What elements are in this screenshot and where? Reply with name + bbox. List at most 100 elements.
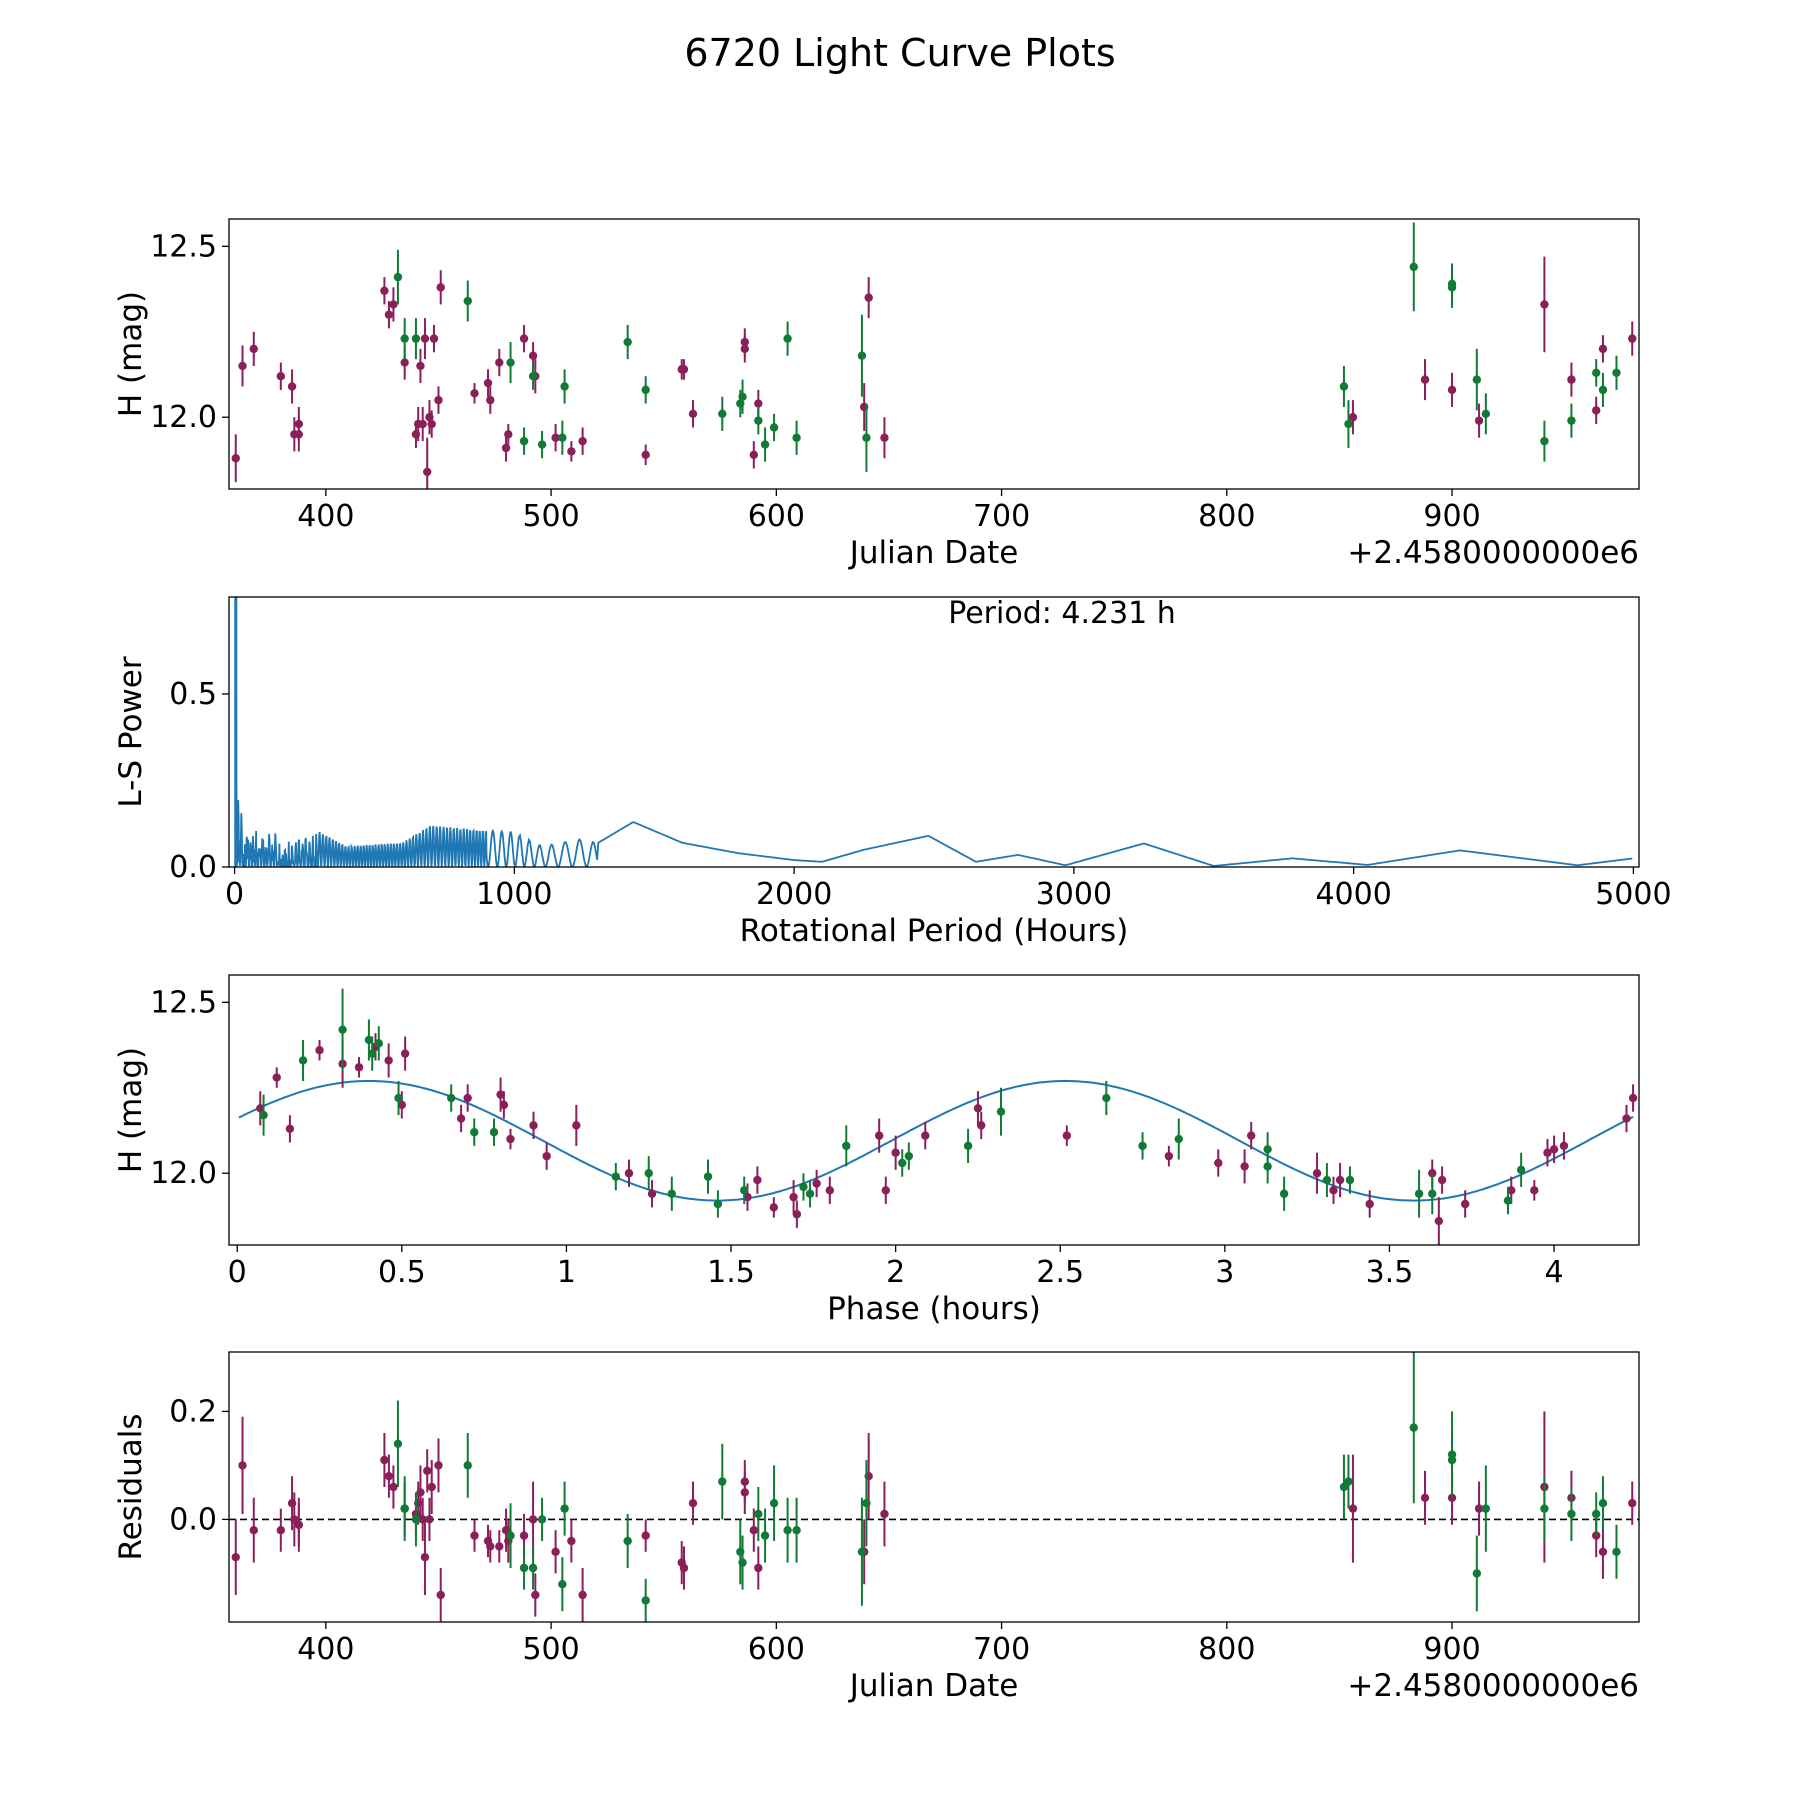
phased-plot-area — [238, 988, 1638, 1245]
residuals-data-point — [519, 1563, 529, 1573]
residuals-data-point — [1540, 1504, 1549, 1513]
phased-x-tick-label: 3 — [1215, 1255, 1234, 1290]
lightcurve-x-tick-label: 600 — [748, 499, 805, 534]
residuals-frame — [228, 1351, 1640, 1623]
residuals-x-tick-label: 800 — [1198, 1632, 1255, 1667]
residuals-data-point — [1472, 1569, 1482, 1578]
phased-data-point — [374, 1039, 383, 1048]
lightcurve-y-tick-label: 12.0 — [150, 400, 217, 435]
residuals-data-point — [857, 1547, 867, 1557]
residuals-data-point — [880, 1509, 889, 1519]
residuals-data-point — [567, 1536, 576, 1546]
figure-title: 6720 Light Curve Plots — [684, 31, 1115, 75]
lightcurve-data-point — [470, 389, 479, 398]
lightcurve-data-point — [749, 450, 759, 460]
residuals-data-point — [551, 1547, 560, 1557]
residuals-x-offset-label: +2.4580000000e6 — [1347, 1668, 1639, 1704]
residuals-x-tick-label: 500 — [522, 1632, 579, 1667]
lightcurve-data-point — [427, 419, 436, 429]
lightcurve-data-point — [1447, 385, 1457, 395]
residuals-data-point — [641, 1596, 650, 1605]
phased-data-point — [881, 1186, 890, 1195]
phased-data-point — [1312, 1169, 1322, 1178]
lightcurve-data-point — [1344, 419, 1353, 429]
phased-data-point — [1214, 1158, 1223, 1168]
lightcurve-data-point — [411, 334, 421, 343]
phased-data-point — [285, 1124, 295, 1133]
lightcurve-x-tick-label: 400 — [297, 499, 354, 534]
phased-data-point — [792, 1210, 802, 1219]
phased-data-point — [647, 1189, 657, 1198]
lightcurve-data-point — [792, 433, 801, 442]
lightcurve-data-point — [238, 361, 247, 371]
residuals-data-point — [434, 1461, 443, 1470]
lightcurve-data-point — [501, 443, 511, 453]
residuals-y-tick-label: 0.2 — [169, 1394, 217, 1429]
phased-data-point — [996, 1107, 1006, 1116]
residuals-data-point — [380, 1455, 389, 1465]
lightcurve-data-point — [1628, 334, 1637, 343]
residuals-data-point — [531, 1590, 540, 1600]
phased-data-point — [1263, 1145, 1272, 1154]
residuals-data-point — [411, 1515, 421, 1524]
phased-data-point — [1329, 1186, 1338, 1195]
phased-data-point — [713, 1199, 723, 1209]
phased-data-point — [1507, 1186, 1516, 1195]
phased-data-point — [470, 1128, 479, 1137]
phased-data-point — [891, 1148, 900, 1157]
lightcurve-data-point — [384, 310, 394, 319]
residuals-data-point — [389, 1482, 398, 1492]
phased-frame — [228, 974, 1640, 1246]
residuals-data-point — [384, 1472, 394, 1481]
residuals-data-point — [578, 1590, 587, 1600]
residuals-data-point — [1598, 1547, 1608, 1557]
residuals-data-point — [1481, 1504, 1491, 1513]
lightcurve-y-label: H (mag) — [113, 291, 149, 417]
residuals-data-point — [528, 1515, 538, 1524]
phased-x-tick-label: 4 — [1545, 1255, 1564, 1290]
residuals-data-point — [688, 1499, 698, 1508]
phased-data-point — [1102, 1093, 1111, 1103]
residuals-data-point — [738, 1558, 747, 1567]
phased-data-point — [904, 1151, 914, 1161]
lightcurve-data-point — [1348, 413, 1358, 422]
periodogram-plot-area — [234, 597, 1633, 867]
lightcurve-data-point — [276, 372, 286, 381]
residuals-data-point — [238, 1461, 247, 1470]
periodogram-x-tick-label: 2000 — [756, 877, 832, 912]
phased-data-point — [842, 1141, 851, 1151]
phased-data-point — [400, 1049, 410, 1058]
residuals-data-point — [679, 1563, 689, 1573]
phased-data-point — [506, 1134, 515, 1144]
lightcurve-series-g — [393, 222, 1621, 472]
phased-data-point — [898, 1158, 907, 1168]
phased-data-point — [740, 1186, 749, 1195]
residuals-data-point — [792, 1526, 801, 1535]
residuals-data-point — [718, 1477, 727, 1486]
phased-data-point — [1434, 1216, 1444, 1226]
lightcurve-data-point — [528, 372, 538, 381]
residuals-data-point — [1409, 1423, 1418, 1432]
lightcurve-data-point — [420, 334, 430, 343]
residuals-x-tick-label: 700 — [973, 1632, 1030, 1667]
phased-data-point — [368, 1049, 377, 1058]
residuals-x-tick-label: 600 — [748, 1632, 805, 1667]
lightcurve-plot-area — [231, 222, 1637, 489]
phased-y-tick-label: 12.0 — [150, 1156, 217, 1191]
residuals-y-label: Residuals — [113, 1413, 149, 1560]
phased-data-point — [496, 1090, 505, 1099]
lightcurve-data-point — [754, 399, 763, 408]
phased-series-g — [259, 988, 1526, 1218]
lightcurve-data-point — [1481, 409, 1491, 419]
residuals-data-point — [1567, 1509, 1576, 1519]
residuals-data-point — [862, 1499, 871, 1508]
phased-data-point — [542, 1151, 551, 1161]
residuals-data-point — [400, 1504, 409, 1513]
lightcurve-data-point — [537, 440, 547, 449]
phased-data-point — [644, 1169, 653, 1178]
phased-data-point — [1335, 1175, 1345, 1185]
lightcurve-data-point — [463, 296, 472, 306]
phased-x-tick-label: 1 — [557, 1255, 576, 1290]
lightcurve-data-point — [506, 358, 515, 367]
lightcurve-data-point — [679, 365, 689, 374]
